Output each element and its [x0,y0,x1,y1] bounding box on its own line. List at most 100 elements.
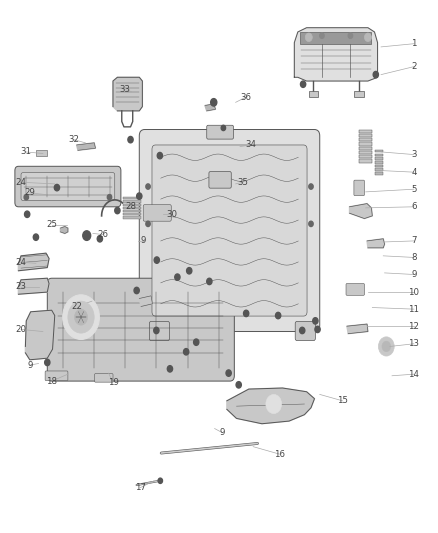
Circle shape [115,207,120,214]
FancyBboxPatch shape [21,173,115,200]
Text: 34: 34 [245,141,256,149]
Bar [359,151,372,154]
FancyBboxPatch shape [47,278,234,381]
Text: 5: 5 [411,185,417,193]
Bar [359,155,372,158]
Text: 19: 19 [108,378,118,387]
FancyBboxPatch shape [354,180,364,196]
Bar [123,213,141,215]
Bar [375,157,383,160]
Text: 4: 4 [411,168,417,176]
FancyBboxPatch shape [45,371,68,381]
Polygon shape [347,324,368,334]
Text: 25: 25 [46,221,57,229]
Circle shape [158,478,162,483]
Text: 12: 12 [408,322,420,330]
Text: 20: 20 [15,325,27,334]
Circle shape [25,211,30,217]
Circle shape [157,152,162,159]
FancyBboxPatch shape [95,374,113,382]
Text: 11: 11 [408,305,420,313]
Circle shape [348,33,353,38]
Polygon shape [367,239,385,248]
Circle shape [300,81,306,87]
Circle shape [207,278,212,285]
Circle shape [63,295,99,340]
Polygon shape [350,204,372,219]
Bar [375,154,383,156]
Polygon shape [77,143,95,150]
Circle shape [378,337,394,356]
Text: 35: 35 [237,178,249,187]
Circle shape [83,231,91,240]
Circle shape [266,394,282,414]
Circle shape [364,33,371,42]
Circle shape [54,184,60,191]
Polygon shape [18,278,49,294]
Bar [354,91,364,97]
Bar [375,161,383,164]
Text: 18: 18 [46,377,57,385]
FancyBboxPatch shape [209,172,231,188]
Bar [300,32,371,44]
Polygon shape [205,104,215,111]
Text: 6: 6 [411,203,417,211]
Text: 14: 14 [408,370,420,378]
Circle shape [24,195,28,200]
Circle shape [154,327,159,334]
Circle shape [33,234,39,240]
Circle shape [167,366,173,372]
Text: 15: 15 [337,397,348,405]
Bar [359,138,372,141]
FancyBboxPatch shape [149,321,170,341]
Circle shape [184,349,189,355]
Bar [359,159,372,163]
Circle shape [244,310,249,317]
Bar [375,168,383,171]
Text: 36: 36 [240,93,252,101]
Circle shape [221,125,226,131]
Circle shape [194,339,199,345]
FancyBboxPatch shape [207,125,233,139]
Text: 24: 24 [15,258,27,266]
Bar [359,147,372,150]
Text: 17: 17 [134,483,146,492]
Circle shape [309,221,313,227]
Bar [359,142,372,146]
Text: 23: 23 [15,282,27,291]
Circle shape [74,309,88,325]
Text: 9: 9 [141,237,146,245]
Circle shape [236,382,241,388]
Polygon shape [25,310,55,360]
Bar [123,197,141,199]
FancyBboxPatch shape [143,205,171,221]
Text: 16: 16 [274,450,285,458]
Circle shape [146,221,150,227]
Text: 10: 10 [408,288,420,296]
Bar [359,134,372,137]
Circle shape [315,326,320,333]
Circle shape [313,318,318,324]
Polygon shape [227,388,314,424]
Bar [123,200,141,203]
FancyBboxPatch shape [295,321,315,341]
Text: 22: 22 [71,302,82,311]
FancyBboxPatch shape [152,145,307,316]
FancyBboxPatch shape [15,166,121,207]
Polygon shape [60,227,68,233]
Circle shape [175,274,180,280]
Circle shape [68,301,94,333]
Text: 9: 9 [220,429,225,437]
Text: 9: 9 [411,270,417,279]
Circle shape [382,341,391,352]
Polygon shape [139,296,152,306]
Text: 9: 9 [27,361,32,369]
Circle shape [226,370,231,376]
Circle shape [146,184,150,189]
Text: 33: 33 [119,85,131,94]
FancyBboxPatch shape [139,130,320,332]
Bar [375,165,383,167]
Circle shape [45,359,50,366]
Text: 1: 1 [411,39,417,48]
Circle shape [309,184,313,189]
